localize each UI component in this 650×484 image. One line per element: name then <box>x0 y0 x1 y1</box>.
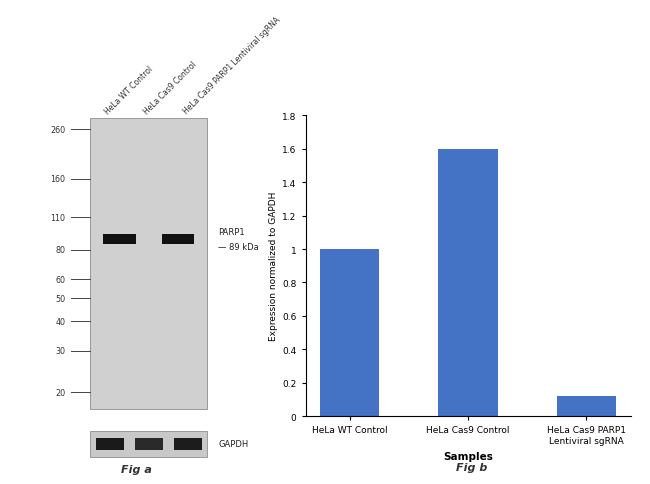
Text: 20: 20 <box>55 388 66 397</box>
Text: HeLa Cas9 PARP1 Lentiviral sgRNA: HeLa Cas9 PARP1 Lentiviral sgRNA <box>181 16 282 116</box>
Text: 80: 80 <box>55 246 66 255</box>
Text: Fig b: Fig b <box>456 462 487 472</box>
Text: 50: 50 <box>55 294 66 303</box>
FancyBboxPatch shape <box>103 234 136 245</box>
Text: 260: 260 <box>51 125 66 134</box>
Polygon shape <box>90 431 207 457</box>
Polygon shape <box>90 119 207 409</box>
Text: 160: 160 <box>51 175 66 184</box>
Text: 60: 60 <box>55 275 66 285</box>
Text: — 89 kDa: — 89 kDa <box>218 242 259 251</box>
FancyBboxPatch shape <box>174 438 202 450</box>
Text: 40: 40 <box>55 317 66 326</box>
Text: 110: 110 <box>51 213 66 222</box>
Text: GAPDH: GAPDH <box>218 439 249 449</box>
Y-axis label: Expression normalized to GAPDH: Expression normalized to GAPDH <box>269 192 278 341</box>
Text: Fig a: Fig a <box>121 464 152 474</box>
FancyBboxPatch shape <box>96 438 124 450</box>
Text: 30: 30 <box>55 347 66 355</box>
X-axis label: Samples: Samples <box>443 452 493 462</box>
FancyBboxPatch shape <box>162 234 194 245</box>
Text: HeLa Cas9 Control: HeLa Cas9 Control <box>142 60 199 116</box>
Text: PARP1: PARP1 <box>218 228 245 237</box>
Text: HeLa WT Control: HeLa WT Control <box>103 64 155 116</box>
Bar <box>320 250 380 416</box>
FancyBboxPatch shape <box>135 438 163 450</box>
Bar <box>556 396 616 416</box>
Bar <box>439 150 497 416</box>
